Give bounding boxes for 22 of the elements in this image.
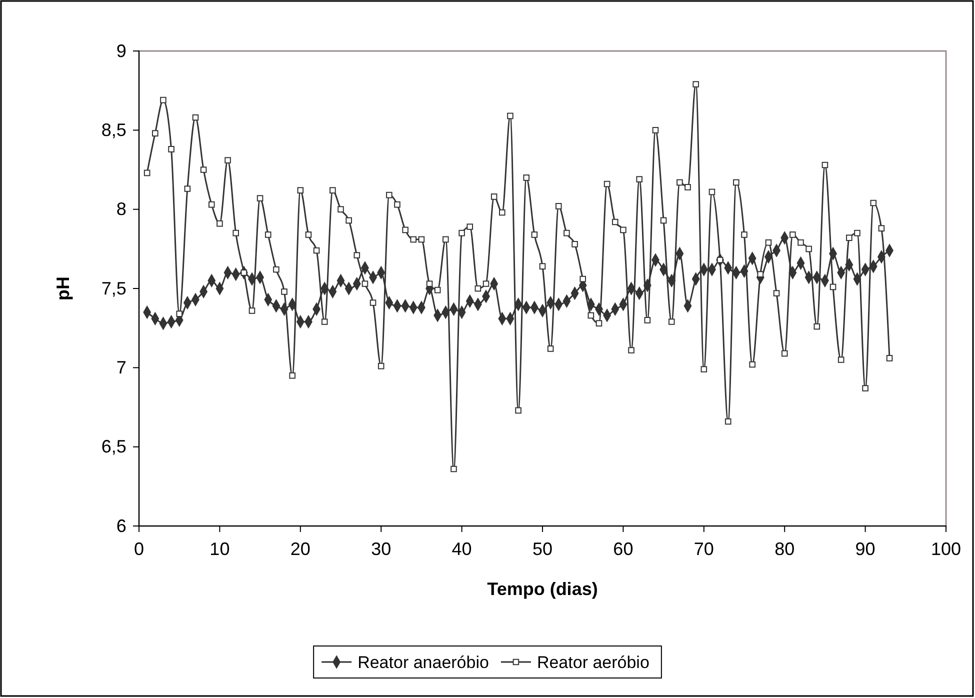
y-tick-label: 9 [116,40,126,61]
x-tick-label: 60 [613,538,634,559]
x-axis-title: Tempo (dias) [487,579,598,599]
x-tick-label: 40 [452,538,472,559]
y-tick-label: 6,5 [101,436,126,457]
legend-label: Reator aeróbio [536,653,650,672]
x-tick-label: 70 [694,538,714,559]
y-tick-label: 6 [116,516,126,536]
x-tick-label: 90 [855,538,876,559]
legend-label: Reator anaeróbio [358,653,489,672]
x-tick-label: 80 [774,538,795,559]
y-tick-label: 8 [116,199,126,220]
y-tick-label: 7 [116,357,126,378]
x-tick-label: 10 [210,538,230,559]
y-tick-label: 8,5 [101,120,126,140]
x-tick-label: 0 [134,538,144,559]
x-tick-label: 20 [290,538,310,559]
x-tick-label: 100 [930,538,962,559]
y-axis-title: pH [53,276,73,300]
x-tick-label: 50 [532,538,553,559]
x-tick-label: 30 [371,538,392,559]
y-tick-label: 7,5 [101,278,126,298]
